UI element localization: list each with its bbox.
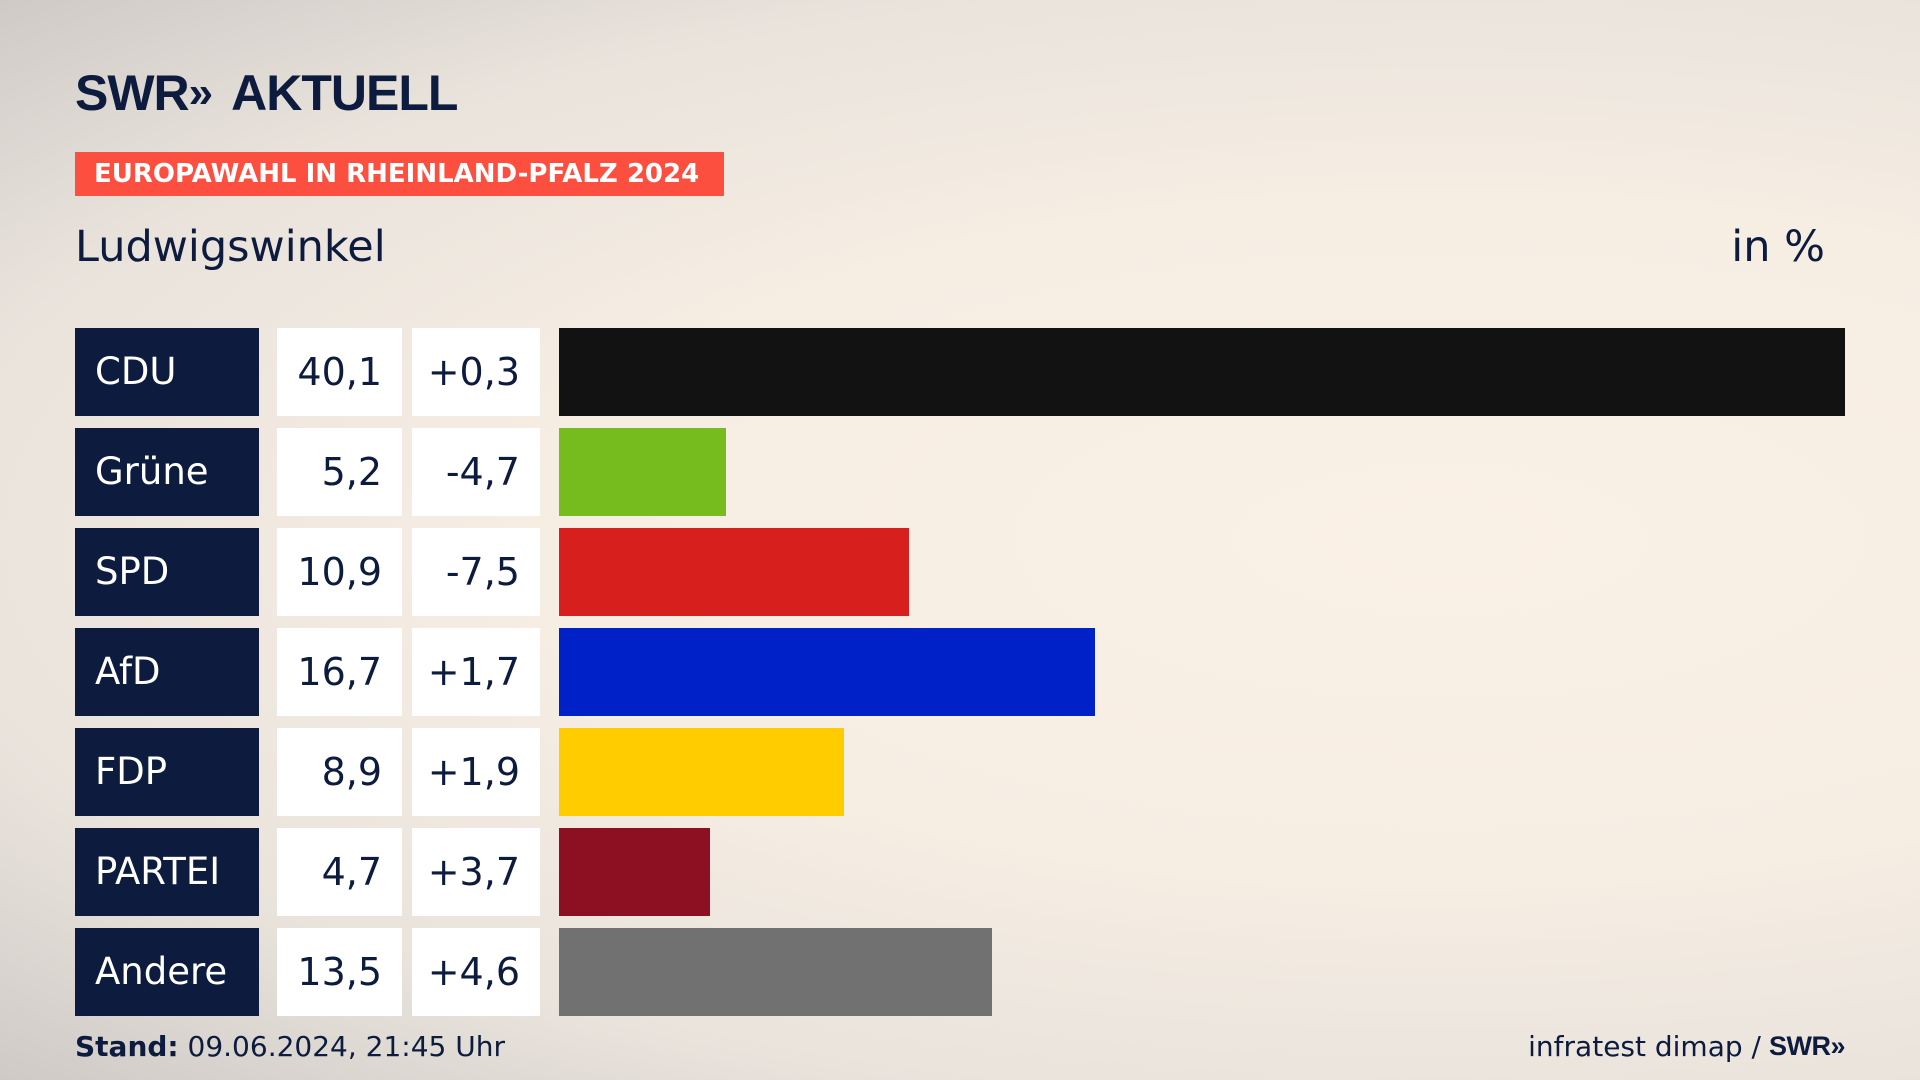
result-bar (559, 728, 844, 816)
result-row: Grüne 5,2 -4,7 (75, 428, 1845, 516)
result-bar (559, 928, 992, 1016)
chevron-right-icon: » (188, 68, 214, 117)
stand-value: 09.06.2024, 21:45 Uhr (187, 1030, 505, 1063)
party-label: CDU (75, 328, 259, 416)
vote-change-value: +1,9 (412, 728, 540, 816)
result-bar (559, 628, 1095, 716)
result-row: CDU 40,1 +0,3 (75, 328, 1845, 416)
result-row: AfD 16,7 +1,7 (75, 628, 1845, 716)
source-text: infratest dimap / (1528, 1030, 1761, 1063)
result-row: SPD 10,9 -7,5 (75, 528, 1845, 616)
logo-aktuell-text: AKTUELL (231, 65, 458, 121)
source-credit: infratest dimap / SWR» (1528, 1030, 1845, 1063)
vote-change-value: +3,7 (412, 828, 540, 916)
vote-share-value: 4,7 (277, 828, 402, 916)
vote-change-value: +1,7 (412, 628, 540, 716)
vote-change-value: +4,6 (412, 928, 540, 1016)
timestamp: Stand: 09.06.2024, 21:45 Uhr (75, 1030, 505, 1063)
party-label: Andere (75, 928, 259, 1016)
result-bar (559, 528, 909, 616)
unit-label: in % (1731, 222, 1825, 272)
result-bar (559, 328, 1845, 416)
vote-share-value: 16,7 (277, 628, 402, 716)
stand-label: Stand: (75, 1030, 179, 1063)
location-title: Ludwigswinkel (75, 222, 386, 272)
result-row: FDP 8,9 +1,9 (75, 728, 1845, 816)
party-label: SPD (75, 528, 259, 616)
result-row: PARTEI 4,7 +3,7 (75, 828, 1845, 916)
vote-share-value: 8,9 (277, 728, 402, 816)
vote-share-value: 10,9 (277, 528, 402, 616)
result-bar (559, 828, 710, 916)
vote-change-value: -4,7 (412, 428, 540, 516)
result-row: Andere 13,5 +4,6 (75, 928, 1845, 1016)
party-label: AfD (75, 628, 259, 716)
vote-share-value: 40,1 (277, 328, 402, 416)
result-bar (559, 428, 726, 516)
vote-share-value: 13,5 (277, 928, 402, 1016)
vote-share-value: 5,2 (277, 428, 402, 516)
party-label: PARTEI (75, 828, 259, 916)
swr-aktuell-logo: SWR » AKTUELL (75, 65, 458, 121)
logo-swr-text: SWR (75, 65, 190, 121)
vote-change-value: +0,3 (412, 328, 540, 416)
party-label: Grüne (75, 428, 259, 516)
party-label: FDP (75, 728, 259, 816)
vote-change-value: -7,5 (412, 528, 540, 616)
election-tag: EUROPAWAHL IN RHEINLAND-PFALZ 2024 (75, 152, 724, 196)
swr-mini-logo: SWR» (1768, 1031, 1846, 1061)
